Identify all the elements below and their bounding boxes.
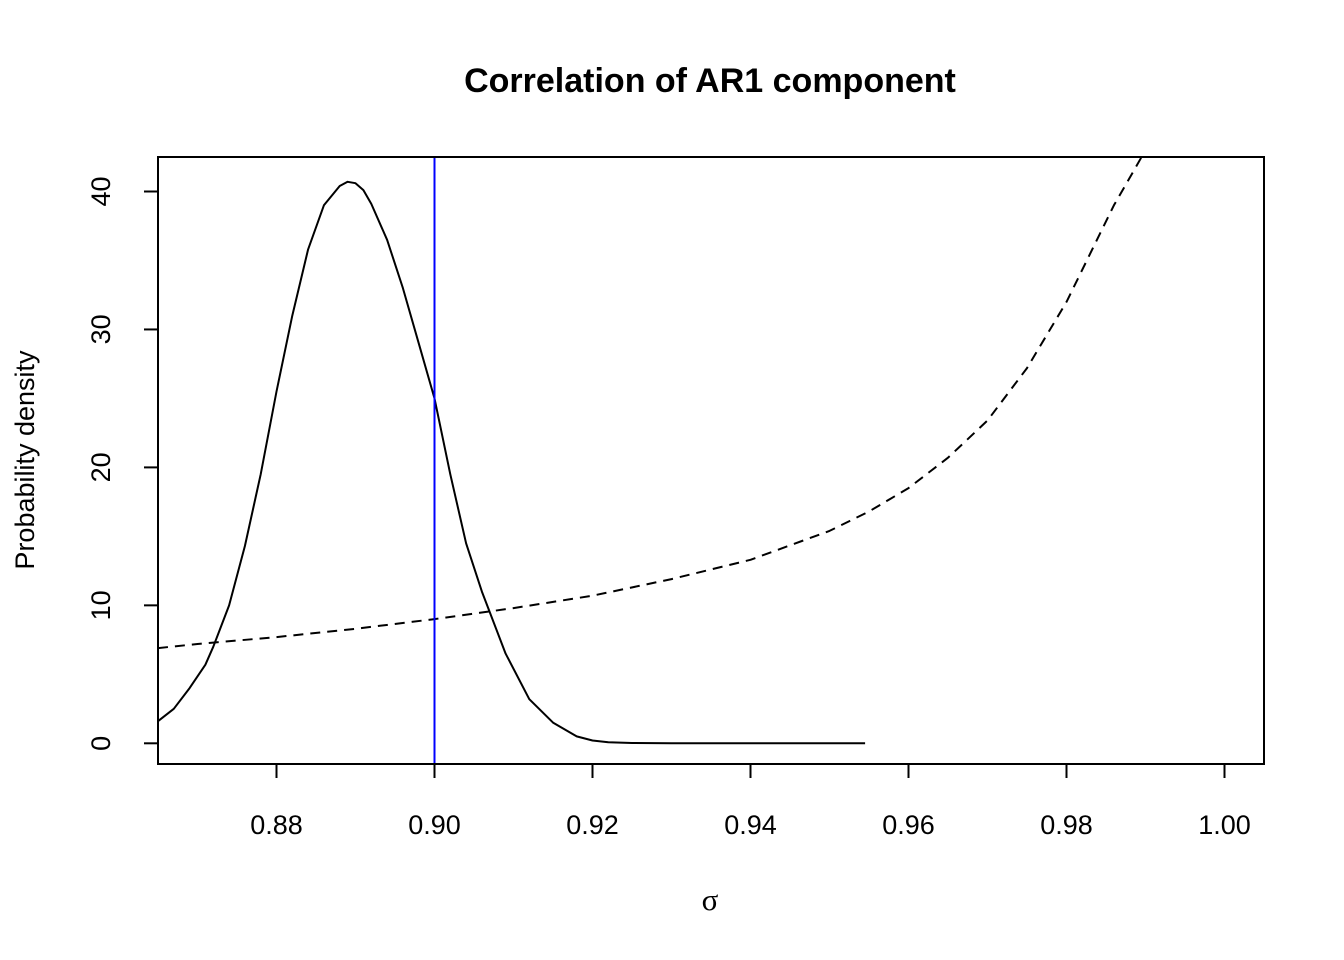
x-tick-label: 0.88	[250, 810, 303, 840]
y-tick-label: 0	[86, 736, 116, 751]
chart-title: Correlation of AR1 component	[464, 62, 956, 100]
y-tick-label: 20	[86, 452, 116, 482]
x-tick-label: 0.96	[882, 810, 935, 840]
x-tick-label: 0.90	[408, 810, 461, 840]
solid-density-line	[158, 180, 866, 745]
x-tick-label: 0.94	[724, 810, 777, 840]
y-tick-label: 10	[86, 590, 116, 620]
x-axis-label: σ	[702, 882, 719, 917]
x-tick-label: 1.00	[1198, 810, 1251, 840]
x-tick-label: 0.92	[566, 810, 619, 840]
y-tick-label: 30	[86, 314, 116, 344]
plot-frame	[157, 156, 1265, 765]
x-axis: 0.88 0.90 0.92 0.94 0.96 0.98 1.00	[250, 763, 1251, 840]
y-tick-label: 40	[86, 176, 116, 206]
y-axis: 0 10 20 30 40	[86, 176, 159, 751]
series-layer	[158, 157, 1143, 764]
y-axis-label: Probability density	[10, 350, 40, 570]
dashed-density-line	[158, 157, 1143, 650]
x-tick-label: 0.98	[1040, 810, 1093, 840]
